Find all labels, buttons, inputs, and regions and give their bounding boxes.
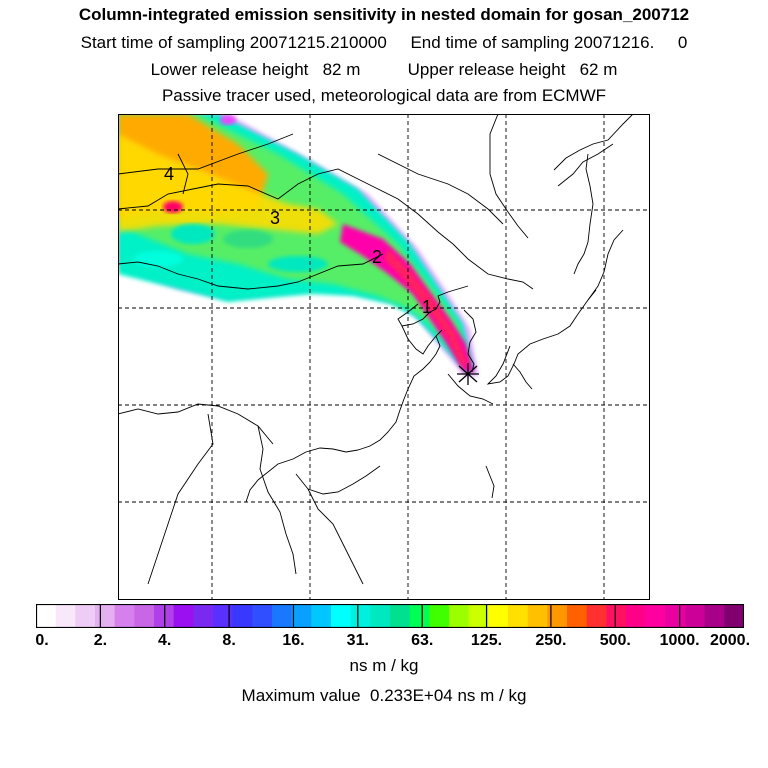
colorbar-cell bbox=[704, 604, 725, 628]
colorbar-cell bbox=[488, 604, 509, 628]
colorbar-cell bbox=[370, 604, 391, 628]
colorbar-tick-label: 2000. bbox=[709, 632, 751, 649]
colorbar-cell bbox=[547, 604, 568, 628]
colorbar-cell bbox=[449, 604, 470, 628]
sensitivity-map: 4 3 2 1 bbox=[118, 114, 650, 600]
plume-patch bbox=[171, 224, 215, 244]
colorbar-tick-label: 500. bbox=[599, 632, 631, 649]
colorbar-cell bbox=[55, 604, 76, 628]
path-marker-4: 4 bbox=[164, 164, 174, 184]
colorbar-cell bbox=[606, 604, 627, 628]
colorbar-tick-label: 63. bbox=[411, 632, 434, 649]
release-site-star-icon bbox=[457, 363, 479, 385]
colorbar-cell bbox=[350, 604, 371, 628]
plume-hotspot bbox=[220, 115, 236, 125]
plume-hotspot bbox=[163, 201, 183, 213]
maximum-value: Maximum value 0.233E+04 ns m / kg bbox=[241, 686, 527, 705]
colorbar-cell bbox=[272, 604, 293, 628]
start-time-label: Start time of sampling 20071215.210000 bbox=[80, 33, 387, 52]
colorbar-tick-label: 31. bbox=[346, 632, 369, 649]
colorbar-cell bbox=[291, 604, 312, 628]
colorbar-cell bbox=[685, 604, 706, 628]
colorbar-tick-label: 125. bbox=[470, 632, 503, 649]
map-content: 4 3 2 1 bbox=[118, 114, 650, 600]
plume-red-core bbox=[384, 249, 468, 366]
colorbar-cell bbox=[665, 604, 686, 628]
colorbar-cell bbox=[586, 604, 607, 628]
colorbar-cell bbox=[95, 604, 116, 628]
plume-magenta-band bbox=[340, 224, 474, 372]
plot-title: Column-integrated emission sensitivity i… bbox=[78, 5, 690, 24]
upper-height-label: Upper release height 62 m bbox=[407, 60, 618, 79]
map-frame bbox=[118, 114, 650, 600]
colorbar-tick-label: 1000. bbox=[659, 632, 700, 649]
colorbar-cells bbox=[36, 604, 744, 628]
plume-patch bbox=[133, 251, 183, 267]
colorbar-cell bbox=[114, 604, 135, 628]
colorbar-separators bbox=[99, 604, 681, 628]
colorbar-cell bbox=[567, 604, 588, 628]
coastlines bbox=[118, 114, 634, 585]
colorbar-cell bbox=[390, 604, 411, 628]
colorbar-cell bbox=[252, 604, 273, 628]
colorbar-cell bbox=[134, 604, 155, 628]
colorbar-cell bbox=[193, 604, 214, 628]
colorbar-tick-label: 250. bbox=[535, 632, 567, 649]
release-heights: Lower release height 82 m Upper release … bbox=[0, 60, 768, 80]
colorbar bbox=[36, 604, 744, 628]
colorbar-cell bbox=[626, 604, 647, 628]
colorbar-tick-label: 8. bbox=[222, 632, 236, 649]
colorbar-tick-label: 2. bbox=[93, 632, 108, 649]
colorbar-cell bbox=[36, 604, 57, 628]
sampling-times: Start time of sampling 20071215.210000 E… bbox=[0, 33, 768, 53]
colorbar-cell bbox=[75, 604, 96, 628]
colorbar-cell bbox=[645, 604, 666, 628]
colorbar-cell bbox=[409, 604, 430, 628]
path-marker-3: 3 bbox=[270, 208, 280, 228]
colorbar-cell bbox=[232, 604, 253, 628]
colorbar-cell bbox=[429, 604, 450, 628]
colorbar-frame bbox=[36, 604, 744, 628]
tracer-note: Passive tracer used, meteorological data… bbox=[161, 86, 607, 105]
colorbar-cell bbox=[154, 604, 175, 628]
colorbar-cell bbox=[173, 604, 194, 628]
colorbar-cell bbox=[527, 604, 548, 628]
colorbar-tick-label: 0. bbox=[35, 632, 49, 649]
graticule bbox=[118, 114, 650, 600]
colorbar-cell bbox=[213, 604, 234, 628]
colorbar-cell bbox=[724, 604, 744, 628]
colorbar-cell bbox=[311, 604, 332, 628]
end-time-label: End time of sampling 20071216. 0 bbox=[410, 33, 688, 52]
plume-patch bbox=[223, 230, 273, 248]
colorbar-cell bbox=[468, 604, 489, 628]
path-marker-1: 1 bbox=[422, 297, 432, 317]
colorbar-cell bbox=[508, 604, 529, 628]
path-marker-2: 2 bbox=[372, 247, 382, 267]
lower-height-label: Lower release height 82 m bbox=[150, 60, 361, 79]
colorbar-tick-label: 4. bbox=[158, 632, 172, 649]
colorbar-units: ns m / kg bbox=[349, 656, 419, 675]
colorbar-cell bbox=[331, 604, 352, 628]
colorbar-tick-label: 16. bbox=[282, 632, 305, 649]
plume-patch bbox=[268, 256, 328, 272]
